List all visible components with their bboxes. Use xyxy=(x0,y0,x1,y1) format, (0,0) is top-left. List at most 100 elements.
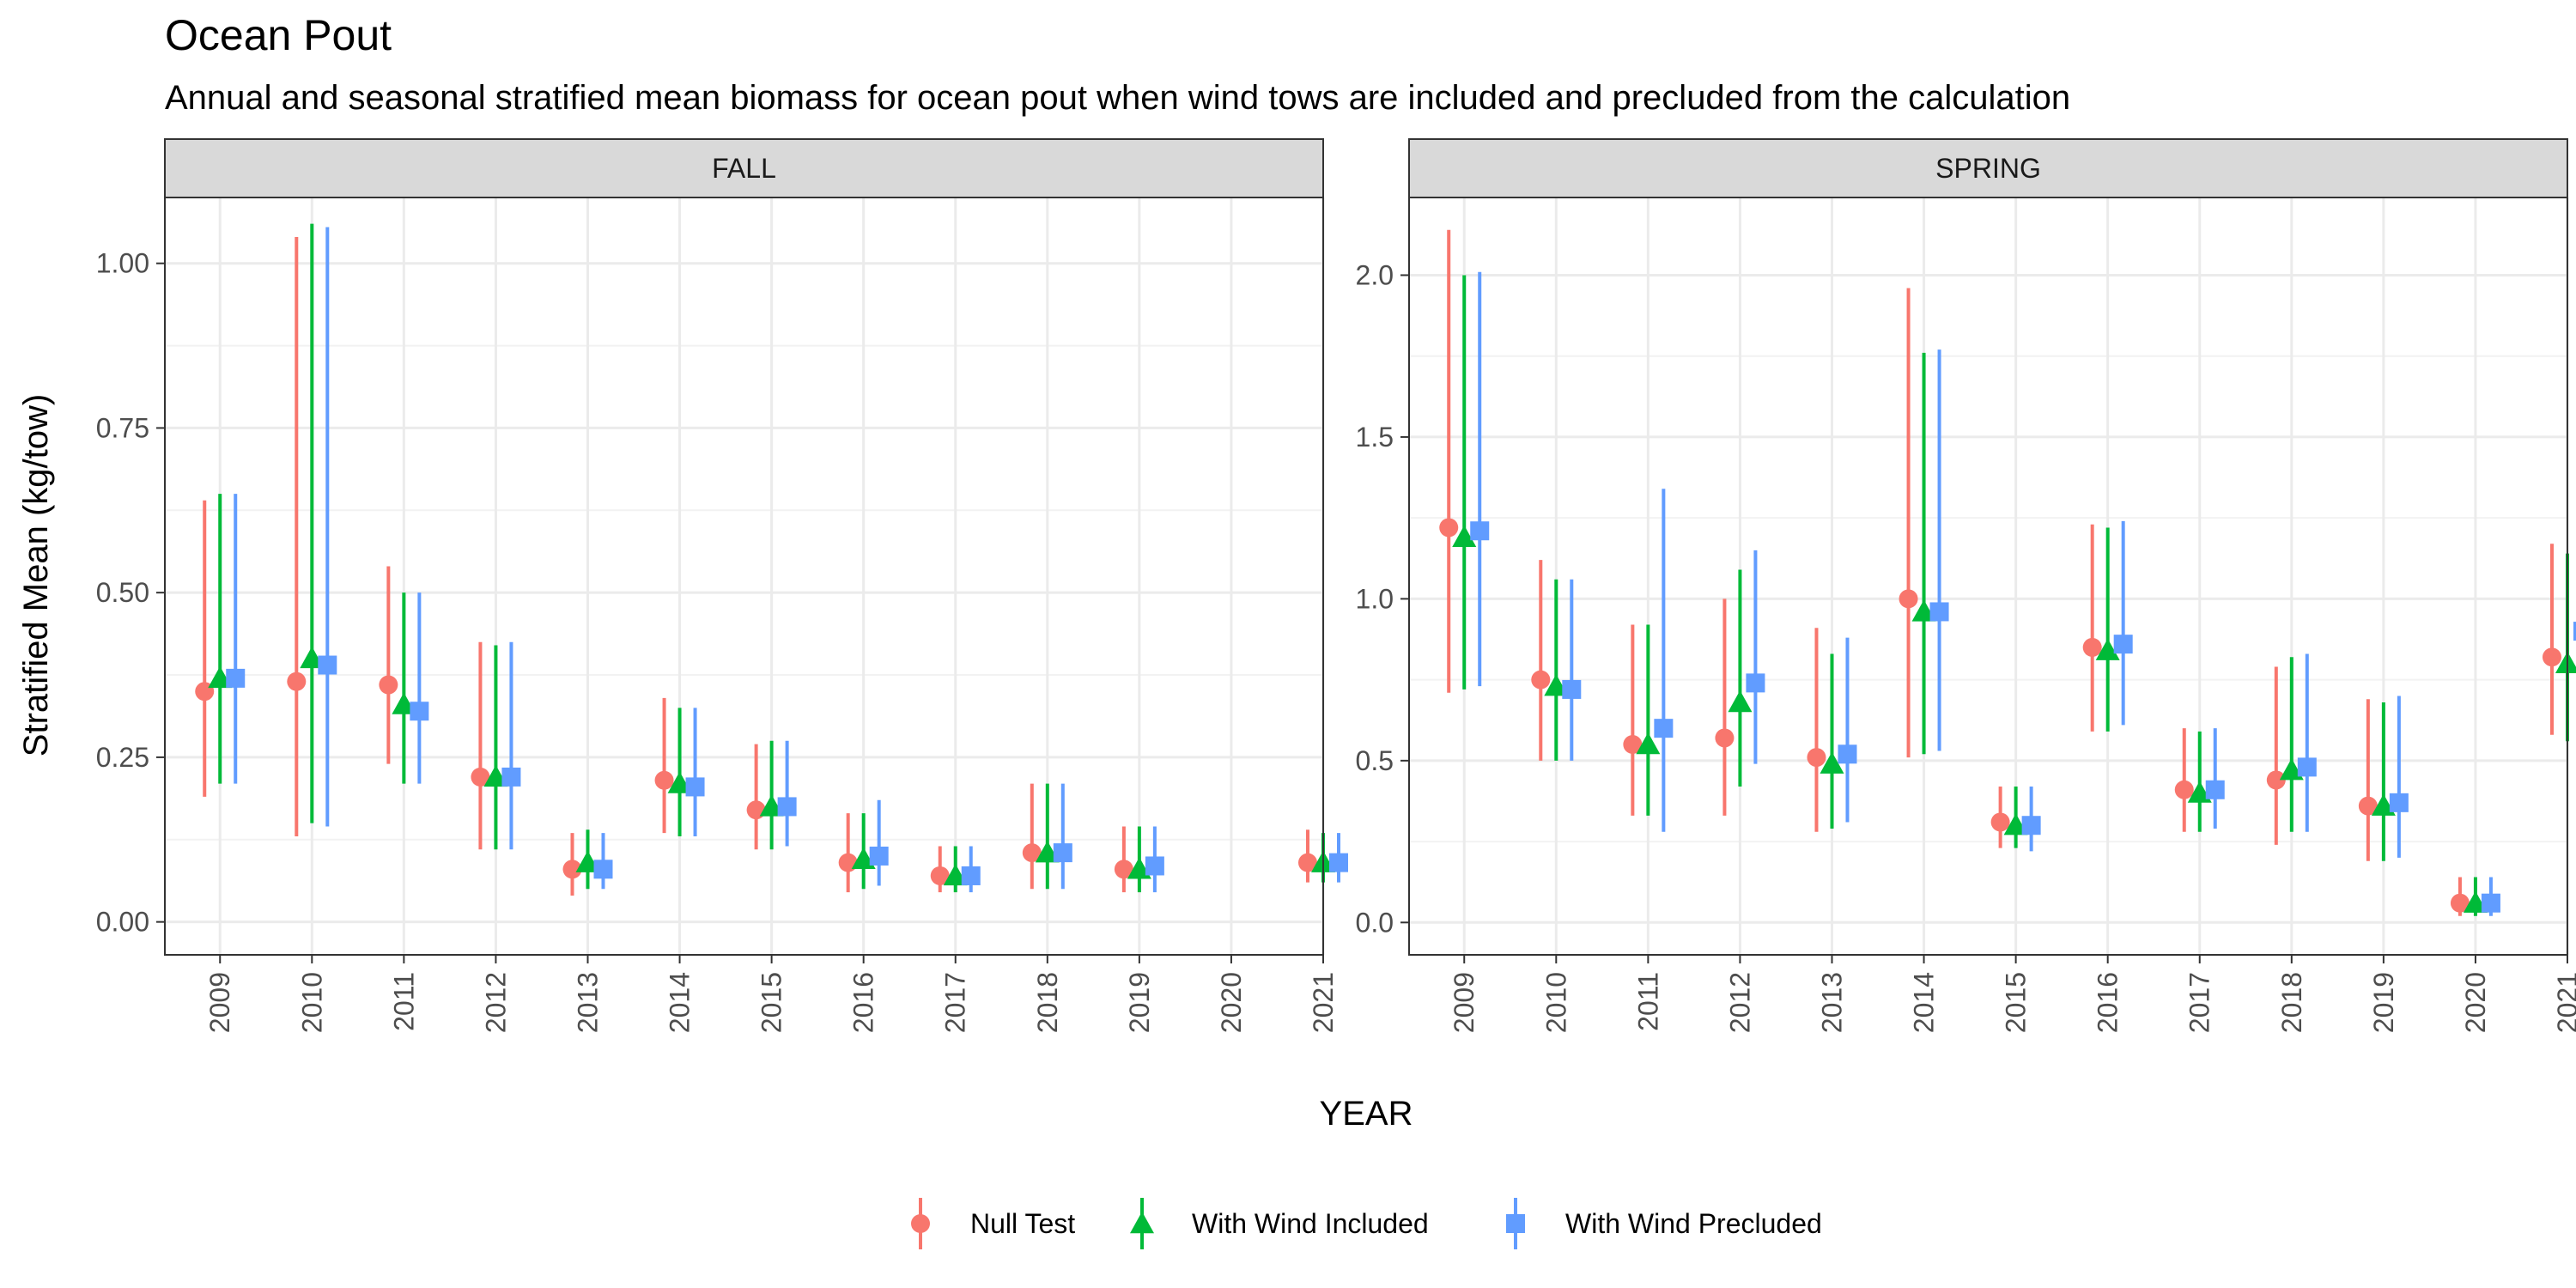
legend-label: Null Test xyxy=(970,1208,1075,1239)
data-point xyxy=(1746,673,1765,693)
legend-item-null-test: Null Test xyxy=(911,1198,1075,1249)
data-point xyxy=(2095,638,2120,660)
x-tick-label: 2020 xyxy=(1216,972,1247,1033)
data-point xyxy=(654,770,674,790)
y-tick-label: 2.0 xyxy=(1356,259,1394,290)
data-point xyxy=(226,668,246,688)
data-point xyxy=(930,866,950,885)
x-tick-label: 2020 xyxy=(2460,972,2491,1033)
data-point xyxy=(2021,816,2041,835)
facet-strip-label: FALL xyxy=(712,153,776,184)
x-tick-label: 2010 xyxy=(1540,972,1571,1033)
y-tick-label: 0.0 xyxy=(1356,907,1394,938)
data-point xyxy=(2389,793,2409,812)
data-point xyxy=(869,846,889,866)
x-tick-label: 2013 xyxy=(572,972,603,1033)
legend-key-triangle xyxy=(1130,1212,1154,1234)
data-point xyxy=(1838,744,1857,764)
data-point xyxy=(501,767,521,787)
facet-panels: 0.00 0.25 0.50 0.75 1.00 2009 2010 2011 2012 2013… xyxy=(96,138,2576,1033)
x-tick-label: 2012 xyxy=(480,972,511,1033)
x-tick-label: 2015 xyxy=(2001,972,2032,1033)
x-tick-label: 2021 xyxy=(2552,972,2576,1033)
x-tick-label: 2018 xyxy=(1032,972,1063,1033)
x-tick-label: 2011 xyxy=(1632,972,1663,1031)
data-point xyxy=(287,671,307,691)
chart-title: Ocean Pout xyxy=(165,11,392,59)
data-point xyxy=(562,860,582,879)
data-point xyxy=(1728,690,1753,713)
y-tick-label: 0.00 xyxy=(96,907,149,938)
data-point xyxy=(2450,893,2470,913)
x-tick-label: 2011 xyxy=(388,972,419,1031)
x-tick-label: 2016 xyxy=(848,972,879,1033)
data-point xyxy=(2174,780,2194,799)
y-tick-label: 1.00 xyxy=(96,248,149,279)
data-point xyxy=(2297,757,2317,777)
series-null-test xyxy=(195,237,1317,896)
x-tick-label: 2021 xyxy=(1308,972,1339,1033)
panel-fall: 0.00 0.25 0.50 0.75 1.00 2009 2010 2011 2012 2013… xyxy=(96,138,1348,1033)
chart-subtitle: Annual and seasonal stratified mean biom… xyxy=(165,79,2070,117)
legend: Null Test With Wind Included With Wind Pre… xyxy=(911,1198,1822,1249)
data-point xyxy=(1531,670,1551,690)
data-point xyxy=(318,655,337,675)
data-point xyxy=(685,777,705,797)
data-point xyxy=(410,702,429,721)
data-point xyxy=(1053,843,1072,863)
data-point xyxy=(2555,651,2576,673)
series-null-test xyxy=(1439,229,2561,916)
x-tick-label: 2016 xyxy=(2093,972,2123,1033)
data-point xyxy=(1439,518,1459,538)
legend-label: With Wind Included xyxy=(1192,1208,1429,1239)
data-point xyxy=(471,767,490,787)
x-tick-label: 2012 xyxy=(1724,972,1755,1033)
data-point xyxy=(1899,589,1918,609)
data-point xyxy=(1145,856,1164,876)
data-point xyxy=(746,800,766,820)
data-point xyxy=(379,675,398,695)
data-point xyxy=(1470,521,1490,541)
data-point xyxy=(1807,748,1826,768)
data-point xyxy=(838,853,858,872)
facet-strip xyxy=(1408,138,2568,198)
y-tick-label: 0.50 xyxy=(96,577,149,608)
panel-spring: 0.0 0.5 1.0 1.5 2.0 2009 2010 2011 2012 2013 2014 2… xyxy=(1356,138,2576,1033)
data-point xyxy=(1562,679,1582,699)
x-tick-label: 2017 xyxy=(940,972,971,1033)
facet-strip-label: SPRING xyxy=(1935,153,2041,184)
y-tick-label: 0.5 xyxy=(1356,745,1394,776)
data-point xyxy=(1636,732,1661,755)
data-point xyxy=(1022,843,1042,863)
data-point xyxy=(777,797,797,817)
x-tick-label: 2014 xyxy=(1909,972,1940,1033)
legend-label: With Wind Precluded xyxy=(1565,1208,1822,1239)
x-tick-label: 2017 xyxy=(2184,972,2215,1033)
legend-item-with-wind-precluded: With Wind Precluded xyxy=(1506,1198,1822,1249)
data-point xyxy=(2113,635,2133,654)
legend-key-circle xyxy=(911,1214,930,1233)
x-tick-label: 2015 xyxy=(756,972,787,1033)
x-tick-label: 2009 xyxy=(204,972,235,1033)
y-tick-label: 1.0 xyxy=(1356,583,1394,614)
y-axis-title: Stratified Mean (kg/tow) xyxy=(17,394,55,756)
x-tick-label: 2009 xyxy=(1449,972,1479,1033)
data-point xyxy=(1452,525,1477,547)
series-with-wind-precluded xyxy=(1470,271,2576,916)
y-tick-label: 0.75 xyxy=(96,412,149,443)
plot-background xyxy=(165,197,1323,955)
data-point xyxy=(1654,719,1674,738)
data-point xyxy=(593,860,613,879)
series-with-wind-included xyxy=(1452,275,2576,916)
x-tick-label: 2018 xyxy=(2276,972,2307,1033)
y-tick-label: 1.5 xyxy=(1356,422,1394,453)
data-point xyxy=(1329,853,1348,872)
x-tick-label: 2014 xyxy=(665,972,696,1033)
data-point xyxy=(2082,637,2102,657)
data-point xyxy=(2573,622,2576,641)
legend-item-with-wind-included: With Wind Included xyxy=(1130,1198,1429,1249)
data-point xyxy=(2358,796,2378,816)
facet-strip xyxy=(164,138,1324,198)
x-tick-label: 2013 xyxy=(1816,972,1847,1033)
data-point xyxy=(2266,770,2286,790)
